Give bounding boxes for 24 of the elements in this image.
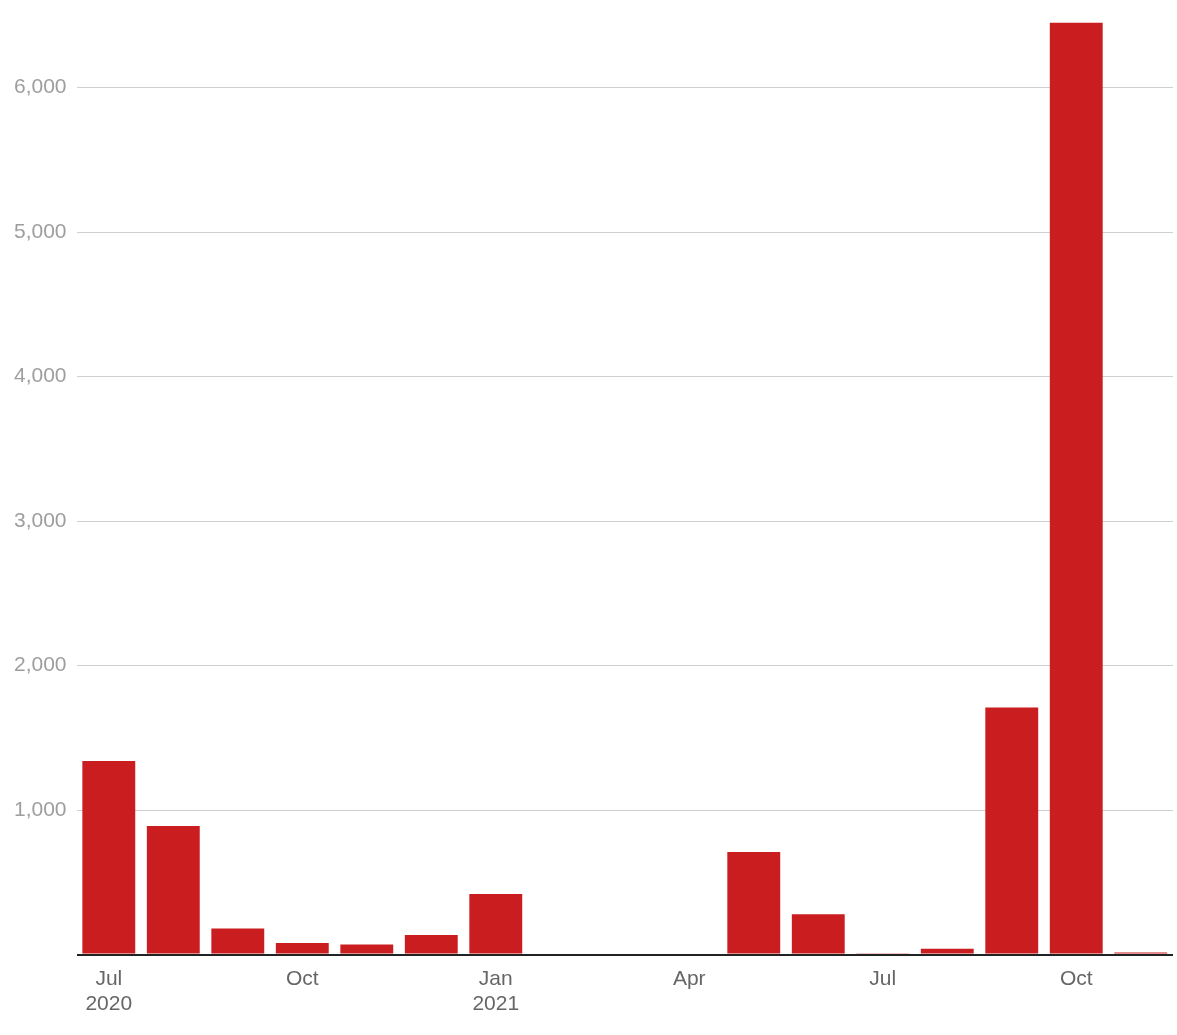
bar	[340, 944, 394, 954]
x-tick-label: Oct	[285, 966, 319, 989]
y-tick-label: 5,000	[13, 218, 67, 242]
bar	[920, 948, 974, 954]
x-tick-label: Apr	[672, 966, 706, 989]
bar	[727, 852, 781, 954]
bar	[985, 707, 1039, 954]
y-tick-label: 4,000	[13, 363, 67, 387]
x-tick-label: Jan 2021	[472, 966, 520, 1015]
bar	[469, 893, 523, 954]
bar	[404, 935, 458, 954]
bar	[146, 826, 200, 954]
bar	[211, 928, 265, 954]
y-tick-label: 6,000	[13, 74, 67, 98]
y-tick-label: 2,000	[13, 652, 67, 676]
x-tick-label: Jul 2020	[85, 966, 133, 1015]
bar	[791, 914, 845, 954]
x-tick-label: Oct	[1059, 966, 1093, 989]
y-tick-label: 1,000	[13, 796, 67, 820]
y-tick-label: 3,000	[13, 507, 67, 531]
bar	[275, 943, 329, 954]
x-tick-label: Jul	[869, 966, 897, 989]
bar	[82, 760, 136, 954]
bar	[1049, 22, 1103, 954]
